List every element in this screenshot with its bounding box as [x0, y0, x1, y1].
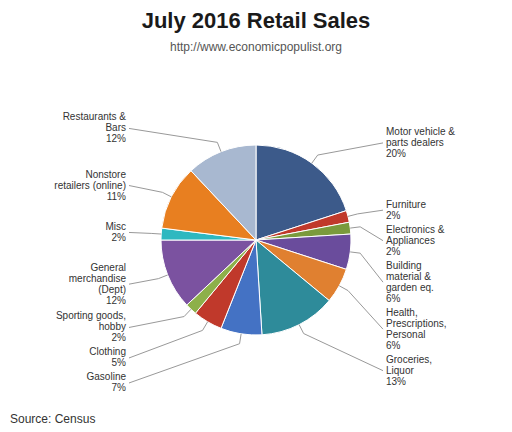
svg-text:Motor vehicle &parts dealers20: Motor vehicle &parts dealers20% [386, 126, 455, 159]
svg-text:Groceries,Liquor13%: Groceries,Liquor13% [386, 354, 432, 387]
svg-text:Nonstoreretailers (online)11%: Nonstoreretailers (online)11% [54, 169, 126, 202]
svg-text:Clothing5%: Clothing5% [89, 346, 126, 368]
svg-text:Gasoline7%: Gasoline7% [87, 371, 127, 393]
html-text:http://www.economicpopulist.or: http://www.economicpopulist.org [170, 40, 342, 54]
svg-text:Generalmerchandise(Dept)12%: Generalmerchandise(Dept)12% [69, 262, 127, 306]
html-text:July 2016 Retail Sales: July 2016 Retail Sales [141, 8, 371, 33]
svg-text:Buildingmaterial &garden eq.6%: Buildingmaterial &garden eq.6% [386, 260, 434, 304]
svg-text:Restaurants &Bars12%: Restaurants &Bars12% [63, 111, 127, 144]
svg-text:Furniture2%: Furniture2% [386, 199, 426, 221]
html-text:Source: Census: Source: Census [10, 412, 96, 426]
svg-text:Electronics &Appliances2%: Electronics &Appliances2% [386, 224, 445, 257]
svg-text:Misc2%: Misc2% [105, 221, 126, 243]
svg-text:Health,Prescriptions,Personal6: Health,Prescriptions,Personal6% [386, 307, 447, 351]
svg-text:Sporting goods,hobby2%: Sporting goods,hobby2% [56, 310, 126, 343]
